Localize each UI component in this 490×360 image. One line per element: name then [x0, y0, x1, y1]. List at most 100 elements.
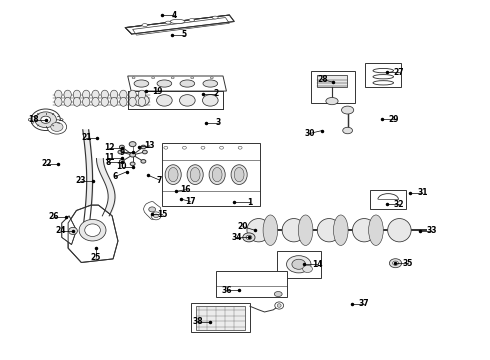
Text: 5: 5 — [181, 30, 187, 39]
Text: 32: 32 — [393, 199, 404, 208]
Ellipse shape — [73, 97, 80, 106]
Ellipse shape — [120, 159, 124, 163]
Ellipse shape — [92, 90, 99, 99]
Ellipse shape — [246, 235, 252, 239]
Bar — [369, 190, 406, 209]
Ellipse shape — [165, 165, 181, 184]
Ellipse shape — [130, 162, 135, 166]
Text: 36: 36 — [221, 285, 232, 294]
Ellipse shape — [134, 95, 149, 106]
Ellipse shape — [35, 112, 56, 128]
Ellipse shape — [298, 215, 313, 246]
Ellipse shape — [220, 146, 223, 149]
Ellipse shape — [51, 122, 63, 131]
Ellipse shape — [138, 90, 146, 99]
Polygon shape — [28, 112, 63, 128]
Ellipse shape — [342, 106, 354, 114]
Text: 31: 31 — [417, 188, 428, 197]
Ellipse shape — [149, 207, 156, 212]
Bar — [311, 71, 355, 103]
Ellipse shape — [238, 146, 242, 149]
Text: 38: 38 — [192, 317, 203, 326]
Ellipse shape — [274, 292, 282, 297]
Bar — [216, 271, 287, 297]
Text: 29: 29 — [389, 114, 399, 123]
Ellipse shape — [141, 159, 146, 163]
Ellipse shape — [129, 90, 136, 99]
Ellipse shape — [132, 77, 135, 79]
Ellipse shape — [92, 97, 99, 106]
Text: 3: 3 — [216, 118, 221, 127]
Ellipse shape — [168, 167, 178, 182]
Text: 2: 2 — [213, 89, 219, 98]
Ellipse shape — [110, 90, 118, 99]
Ellipse shape — [55, 97, 62, 106]
Ellipse shape — [154, 214, 159, 218]
Ellipse shape — [212, 16, 218, 19]
Ellipse shape — [142, 24, 148, 27]
Ellipse shape — [138, 97, 146, 106]
Text: 23: 23 — [75, 176, 86, 185]
Text: 22: 22 — [41, 159, 51, 168]
Ellipse shape — [170, 19, 185, 24]
Ellipse shape — [82, 97, 90, 106]
Text: 14: 14 — [312, 260, 322, 269]
Ellipse shape — [120, 97, 127, 106]
Ellipse shape — [201, 146, 205, 149]
Ellipse shape — [203, 80, 218, 87]
Ellipse shape — [390, 259, 402, 268]
Ellipse shape — [190, 167, 200, 182]
Text: 27: 27 — [393, 68, 404, 77]
Ellipse shape — [41, 117, 50, 123]
Ellipse shape — [352, 219, 376, 242]
Ellipse shape — [287, 256, 311, 273]
Ellipse shape — [120, 90, 127, 99]
Ellipse shape — [79, 220, 106, 241]
Ellipse shape — [118, 150, 123, 154]
Polygon shape — [62, 216, 76, 244]
Text: 18: 18 — [28, 115, 39, 124]
Text: 35: 35 — [402, 259, 413, 268]
Ellipse shape — [64, 90, 72, 99]
Bar — [318, 75, 346, 87]
Ellipse shape — [303, 265, 313, 273]
Ellipse shape — [64, 97, 72, 106]
Ellipse shape — [171, 77, 174, 79]
Ellipse shape — [210, 77, 213, 79]
Polygon shape — [125, 15, 234, 34]
Ellipse shape — [141, 145, 146, 149]
Text: 15: 15 — [157, 210, 167, 219]
Text: 6: 6 — [113, 172, 118, 181]
Ellipse shape — [129, 97, 136, 106]
Ellipse shape — [151, 212, 161, 220]
Ellipse shape — [120, 145, 124, 149]
Ellipse shape — [182, 146, 186, 149]
Ellipse shape — [129, 141, 136, 147]
Ellipse shape — [152, 77, 155, 79]
Ellipse shape — [134, 80, 149, 87]
Ellipse shape — [209, 165, 225, 184]
Text: 28: 28 — [317, 75, 327, 84]
Text: 10: 10 — [117, 162, 127, 171]
Ellipse shape — [243, 233, 255, 242]
Ellipse shape — [333, 215, 348, 246]
Ellipse shape — [212, 167, 222, 182]
Ellipse shape — [55, 90, 62, 99]
Ellipse shape — [234, 167, 244, 182]
Ellipse shape — [85, 224, 100, 237]
Ellipse shape — [326, 98, 338, 105]
Ellipse shape — [247, 219, 270, 242]
Text: 8: 8 — [105, 158, 111, 167]
Bar — [162, 143, 260, 206]
Bar — [277, 251, 321, 278]
Text: 21: 21 — [81, 133, 92, 142]
Text: 7: 7 — [157, 176, 162, 185]
Text: 19: 19 — [152, 86, 162, 95]
Ellipse shape — [318, 219, 341, 242]
Text: 25: 25 — [91, 253, 101, 262]
Ellipse shape — [292, 259, 306, 269]
Ellipse shape — [282, 219, 306, 242]
Polygon shape — [68, 205, 118, 262]
Ellipse shape — [189, 19, 195, 22]
Text: 16: 16 — [180, 185, 191, 194]
